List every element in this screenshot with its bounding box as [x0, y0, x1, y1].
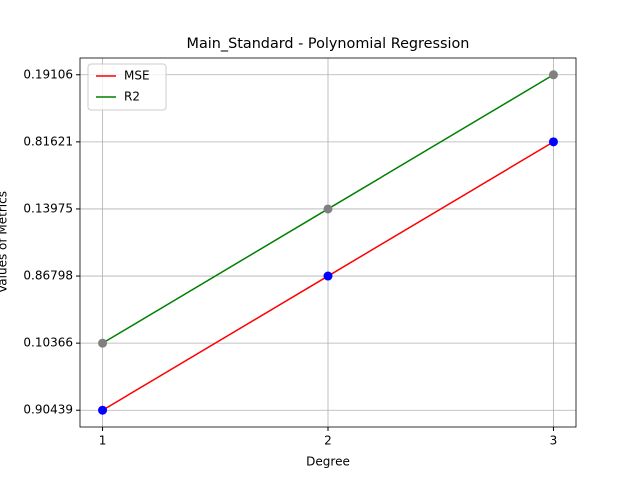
- chart-title: Main_Standard - Polynomial Regression: [187, 36, 470, 52]
- data-point: [323, 204, 333, 214]
- y-tick-label: 0.86798: [23, 269, 73, 283]
- legend-label: R2: [124, 90, 140, 104]
- data-point: [98, 405, 108, 415]
- data-point: [548, 70, 558, 80]
- plot-frame: [79, 57, 577, 428]
- x-axis-label: Degree: [306, 455, 350, 469]
- data-point: [323, 271, 333, 281]
- y-axis-label: Values of Metrics: [0, 191, 10, 293]
- y-tick-label: 0.90439: [23, 403, 73, 417]
- x-tick-label: 1: [99, 434, 107, 448]
- data-point: [98, 338, 108, 348]
- x-tick-label: 2: [324, 434, 332, 448]
- x-tick-label: 3: [550, 434, 558, 448]
- data-point: [548, 137, 558, 147]
- y-tick-label: 0.13975: [23, 201, 73, 215]
- y-tick-label: 0.19106: [23, 67, 73, 81]
- y-tick-label: 0.81621: [23, 134, 73, 148]
- y-tick-label: 0.10366: [23, 336, 73, 350]
- legend-label: MSE: [124, 69, 150, 83]
